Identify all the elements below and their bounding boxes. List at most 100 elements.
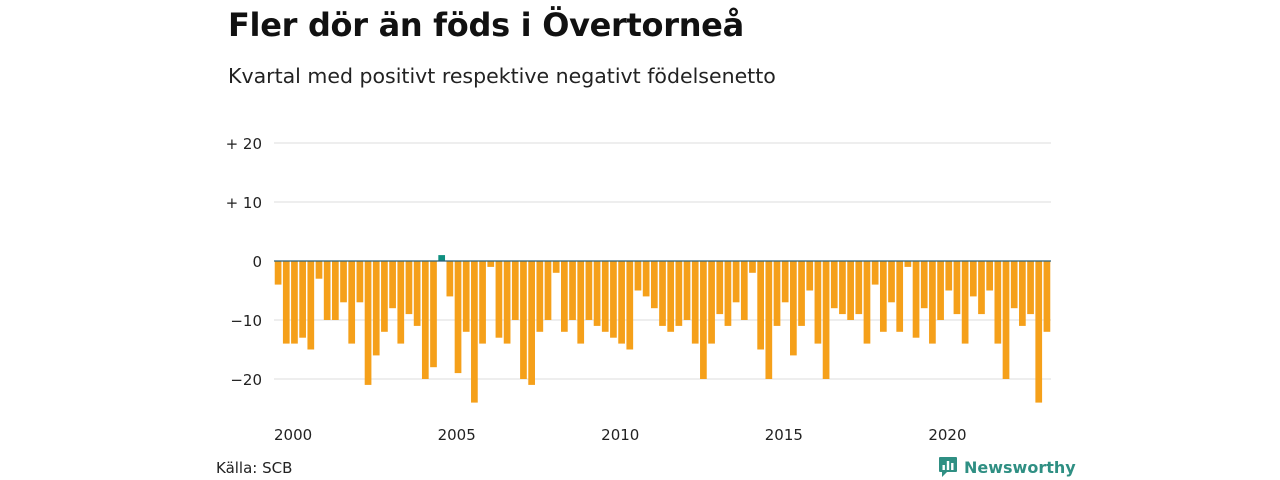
x-tick-label: 2010 — [601, 426, 639, 444]
bar-negative — [1035, 261, 1043, 403]
bar-negative — [912, 261, 920, 338]
bar-negative — [471, 261, 478, 403]
bar-negative — [413, 261, 421, 326]
bar-negative — [740, 261, 748, 320]
bar-negative — [847, 261, 854, 320]
bar-negative — [683, 261, 691, 320]
bar-negative — [479, 261, 486, 344]
bar-negative — [601, 261, 609, 332]
bar-negative — [716, 261, 724, 315]
bar-negative — [969, 261, 977, 297]
bar-negative — [822, 261, 830, 379]
bar-negative — [1019, 261, 1026, 326]
bar-negative — [994, 261, 1002, 344]
bar-negative — [790, 261, 797, 356]
bar-series — [274, 255, 1051, 403]
bar-negative — [945, 261, 953, 291]
bar-negative — [855, 261, 863, 315]
bar-negative — [577, 261, 585, 344]
bar-negative — [397, 261, 405, 344]
bar-negative — [1043, 261, 1051, 332]
y-axis: + 20 + 10 0 −10 −20 — [226, 135, 262, 389]
y-tick-label: 0 — [252, 253, 262, 271]
bar-positive — [438, 255, 446, 261]
bar-negative — [536, 261, 544, 332]
bar-negative — [888, 261, 895, 303]
x-tick-label: 2015 — [765, 426, 803, 444]
bar-negative — [454, 261, 462, 374]
y-tick-label: + 20 — [226, 135, 262, 153]
bar-negative — [421, 261, 429, 379]
bar-negative — [708, 261, 715, 344]
x-tick-label: 2020 — [928, 426, 966, 444]
bar-negative — [781, 261, 789, 303]
bar-negative — [291, 261, 298, 344]
bar-negative — [356, 261, 364, 303]
bar-negative — [495, 261, 503, 338]
bar-negative — [839, 261, 846, 315]
brand-logo: Newsworthy — [938, 456, 1076, 478]
bar-negative — [528, 261, 535, 385]
bar-negative — [511, 261, 519, 320]
bar-negative — [340, 261, 347, 303]
bar-negative — [757, 261, 764, 350]
bar-negative — [863, 261, 871, 344]
newsworthy-logo-icon — [939, 457, 957, 477]
bar-negative — [299, 261, 306, 338]
bar-negative — [381, 261, 388, 332]
bar-negative — [282, 261, 290, 344]
bar-negative — [920, 261, 928, 309]
bar-negative — [405, 261, 413, 315]
bar-negative — [879, 261, 887, 332]
bar-negative — [896, 261, 904, 332]
y-tick-label: −20 — [230, 371, 262, 389]
bar-negative — [503, 261, 511, 344]
bar-negative — [659, 261, 666, 326]
x-axis: 2000 2005 2010 2015 2020 — [274, 426, 967, 444]
bar-negative — [904, 261, 912, 267]
bar-negative — [961, 261, 969, 344]
brand-name: Newsworthy — [964, 457, 1076, 477]
bar-negative — [585, 261, 593, 320]
source-note: Källa: SCB — [216, 459, 293, 477]
bar-negative — [389, 261, 396, 309]
bar-negative — [675, 261, 683, 326]
bar-negative — [724, 261, 732, 326]
bar-negative — [348, 261, 356, 344]
bar-negative — [487, 261, 495, 267]
bar-negative — [315, 261, 323, 279]
x-tick-label: 2000 — [274, 426, 312, 444]
bar-negative — [446, 261, 454, 297]
bar-negative — [569, 261, 576, 320]
bar-negative — [667, 261, 675, 332]
bar-negative — [929, 261, 936, 344]
bar-negative — [1027, 261, 1034, 315]
bar-negative — [372, 261, 380, 356]
bar-negative — [953, 261, 961, 315]
x-tick-label: 2005 — [438, 426, 476, 444]
bar-negative — [520, 261, 527, 379]
bar-negative — [806, 261, 814, 291]
bar-negative — [732, 261, 740, 303]
bar-negative — [691, 261, 699, 344]
bar-negative — [1010, 261, 1018, 309]
bar-negative — [618, 261, 625, 344]
bar-negative — [323, 261, 331, 320]
bar-negative — [1002, 261, 1010, 379]
bar-negative — [642, 261, 650, 297]
bar-negative — [871, 261, 879, 285]
bar-negative — [331, 261, 339, 320]
chart-subtitle: Kvartal med positivt respektive negativt… — [228, 64, 776, 88]
bar-negative — [593, 261, 601, 326]
bar-negative — [634, 261, 642, 291]
bar-negative — [626, 261, 634, 350]
bar-negative — [814, 261, 822, 344]
bar-negative — [462, 261, 470, 332]
bar-negative — [552, 261, 560, 273]
bar-negative — [773, 261, 781, 326]
bar-negative — [937, 261, 944, 320]
bar-negative — [544, 261, 552, 320]
bar-negative — [749, 261, 756, 273]
bar-negative — [700, 261, 707, 379]
bar-negative — [650, 261, 658, 309]
